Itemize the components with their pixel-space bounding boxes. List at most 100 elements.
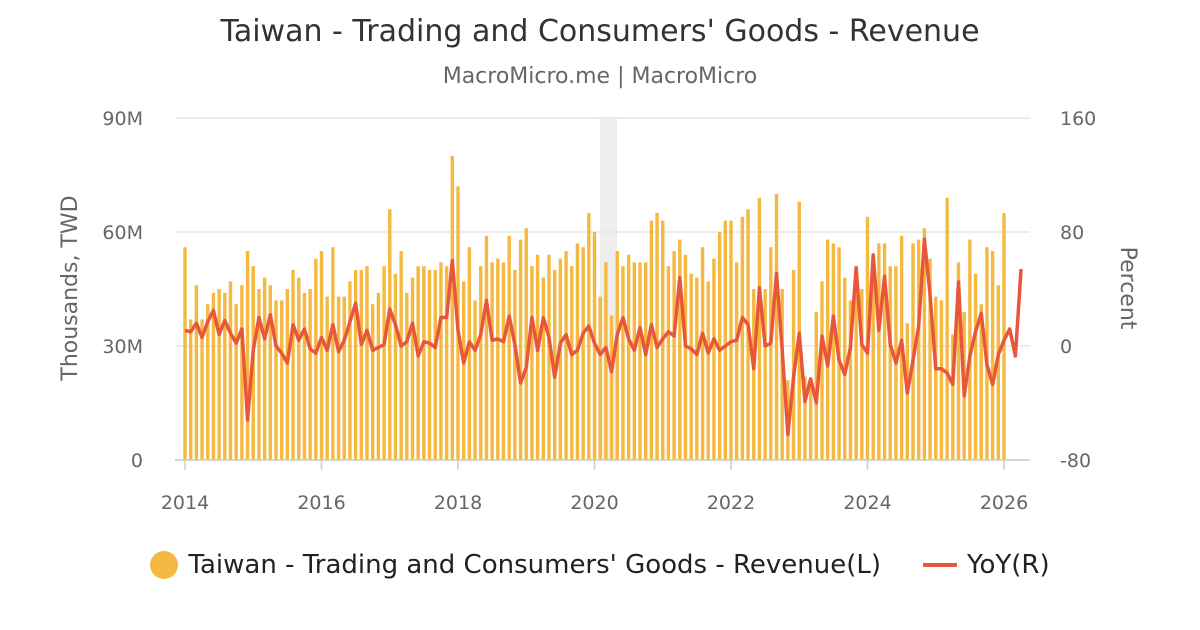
- y-right-tick-label: 80: [1060, 222, 1084, 244]
- revenue-bar: [518, 239, 523, 460]
- revenue-bar: [217, 289, 221, 460]
- legend-item-revenue[interactable]: Taiwan - Trading and Consumers' Goods - …: [150, 550, 881, 580]
- revenue-bar: [240, 285, 244, 460]
- revenue-bar: [689, 273, 693, 460]
- revenue-bar: [757, 197, 762, 461]
- revenue-bar: [297, 277, 301, 460]
- revenue-bar: [609, 315, 614, 460]
- revenue-bar: [632, 262, 637, 460]
- revenue-bar: [262, 277, 267, 460]
- y-left-tick-label: 0: [131, 450, 143, 472]
- legend-yoy-label: YoY(R): [967, 550, 1050, 580]
- revenue-bar: [996, 285, 1001, 460]
- yoy-line: [184, 237, 1023, 437]
- revenue-bar: [752, 289, 756, 460]
- revenue-bar: [621, 266, 625, 460]
- revenue-bar: [405, 292, 409, 460]
- revenue-bar: [319, 251, 324, 460]
- revenue-bar: [825, 239, 830, 460]
- revenue-bar: [393, 273, 398, 460]
- revenue-bar: [206, 304, 210, 460]
- x-tick-label: 2020: [570, 492, 618, 514]
- revenue-bar: [490, 262, 494, 460]
- revenue-bar: [365, 266, 369, 460]
- revenue-bar: [513, 270, 517, 460]
- revenue-bar: [433, 270, 437, 460]
- revenue-bar: [257, 289, 261, 460]
- revenue-bar: [581, 247, 585, 460]
- y-left-tick-label: 30M: [102, 336, 143, 358]
- revenue-bar: [376, 292, 381, 460]
- revenue-bar: [245, 251, 250, 460]
- revenue-bar: [848, 300, 853, 460]
- revenue-bar: [854, 273, 858, 460]
- revenue-bar: [820, 281, 824, 460]
- revenue-bar: [615, 251, 619, 460]
- revenue-bar: [877, 243, 881, 460]
- revenue-bar: [353, 270, 358, 460]
- revenue-bar: [956, 262, 961, 460]
- legend-item-yoy[interactable]: YoY(R): [923, 550, 1050, 580]
- revenue-bar: [479, 266, 483, 460]
- chart-subtitle: MacroMicro.me | MacroMicro: [442, 64, 758, 89]
- revenue-bar: [763, 289, 767, 460]
- revenue-bar: [678, 239, 682, 460]
- revenue-bar: [934, 296, 938, 460]
- revenue-bar: [484, 235, 489, 460]
- revenue-bar: [439, 262, 443, 460]
- revenue-bar: [444, 266, 449, 460]
- revenue-bar: [200, 319, 204, 460]
- revenue-bar: [740, 216, 745, 460]
- revenue-bar: [188, 319, 193, 460]
- revenue-bar: [928, 258, 932, 460]
- legend-yoy-marker: [923, 563, 958, 567]
- revenue-bar: [706, 281, 710, 460]
- revenue-bar: [194, 285, 199, 460]
- y-right-axis-title: Percent: [1115, 247, 1140, 330]
- revenue-bar: [882, 243, 887, 460]
- revenue-bar: [183, 247, 187, 460]
- legend: Taiwan - Trading and Consumers' Goods - …: [0, 550, 1200, 580]
- revenue-bar: [382, 266, 386, 460]
- revenue-bar: [695, 277, 699, 460]
- revenue-bar: [871, 281, 875, 460]
- x-tick-label: 2018: [434, 492, 482, 514]
- revenue-bar: [860, 289, 864, 460]
- revenue-bar: [274, 300, 278, 460]
- revenue-bar: [359, 270, 364, 460]
- revenue-bar: [314, 258, 318, 460]
- revenue-bar: [922, 228, 927, 460]
- legend-revenue-label: Taiwan - Trading and Consumers' Goods - …: [188, 550, 882, 580]
- revenue-bar: [979, 304, 983, 460]
- chart-title: Taiwan - Trading and Consumers' Goods - …: [220, 14, 980, 49]
- revenue-bar: [370, 304, 375, 460]
- revenue-bar: [672, 251, 676, 460]
- revenue-bar: [626, 254, 631, 460]
- revenue-bar: [427, 270, 432, 460]
- revenue-bar: [467, 247, 472, 460]
- x-tick-label: 2024: [843, 492, 891, 514]
- revenue-bar: [570, 266, 574, 460]
- revenue-bar: [211, 292, 216, 460]
- y-right-tick-label: 0: [1060, 336, 1072, 358]
- revenue-bar: [990, 251, 995, 460]
- revenue-bar: [348, 281, 352, 460]
- y-left-axis-title: Thousands, TWD: [58, 195, 83, 381]
- y-right-tick-label: -80: [1060, 450, 1091, 472]
- revenue-bar: [734, 262, 739, 460]
- y-left-tick-label: 60M: [102, 222, 143, 244]
- revenue-bar: [461, 281, 466, 460]
- x-tick-label: 2022: [707, 492, 755, 514]
- legend-revenue-marker: [150, 551, 179, 579]
- revenue-bar: [717, 232, 722, 460]
- revenue-bar: [808, 380, 813, 460]
- y-right-tick-label: 160: [1060, 108, 1096, 130]
- y-left-tick-label: 90M: [102, 108, 143, 130]
- revenue-bar: [336, 296, 341, 460]
- revenue-bar: [279, 300, 284, 460]
- revenue-bar: [831, 243, 836, 460]
- revenue-bar: [666, 266, 671, 460]
- revenue-bar: [916, 239, 921, 460]
- revenue-bar: [285, 289, 290, 460]
